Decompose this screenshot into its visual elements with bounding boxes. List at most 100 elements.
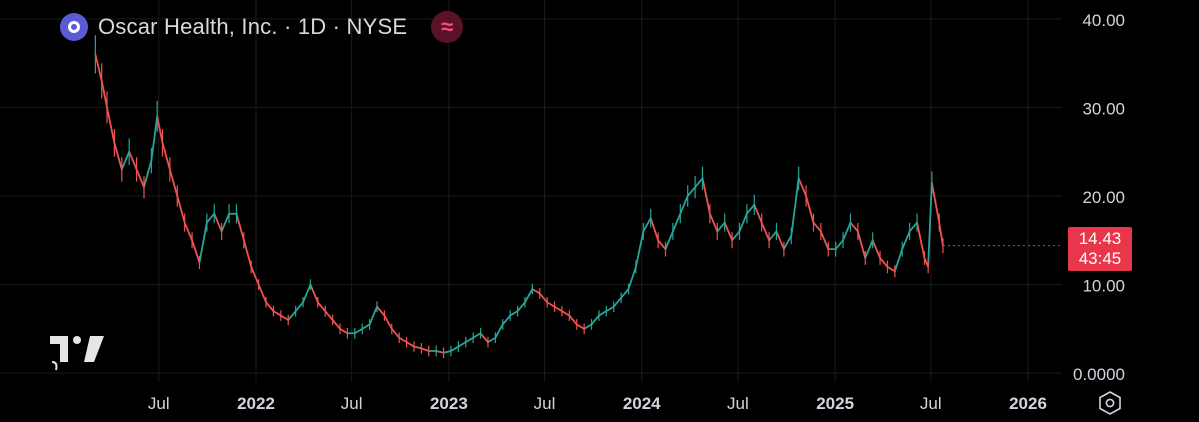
price-segment	[501, 314, 512, 326]
x-tick-label: 2022	[237, 394, 275, 413]
price-segment	[864, 239, 874, 259]
price-segment	[176, 195, 186, 224]
price-segment	[561, 310, 571, 317]
x-tick-label: 2023	[430, 394, 468, 413]
price-segment	[390, 327, 401, 339]
price-segment	[598, 310, 608, 317]
price-segment	[583, 323, 593, 330]
price-segment	[405, 341, 415, 348]
price-segment	[420, 347, 430, 352]
price-segment	[531, 288, 541, 295]
price-segment	[294, 301, 304, 313]
price-segment	[494, 323, 504, 339]
price-segment	[834, 239, 844, 251]
x-tick-label: Jul	[341, 394, 363, 413]
price-segment	[302, 283, 312, 304]
price-segment	[745, 203, 756, 215]
price-segment	[709, 212, 719, 233]
price-segment	[339, 327, 349, 335]
price-segment	[331, 319, 341, 330]
price-segment	[450, 345, 460, 352]
price-segment	[768, 230, 778, 242]
price-segment	[879, 257, 889, 268]
price-segment	[376, 305, 386, 317]
price-segment	[235, 212, 245, 242]
x-tick-label: Jul	[148, 394, 170, 413]
price-segment	[723, 221, 733, 242]
y-tick-label: 40.00	[1082, 11, 1125, 30]
y-tick-label: 30.00	[1082, 99, 1125, 118]
price-segment	[442, 350, 452, 354]
price-segment	[106, 106, 116, 144]
price-segment	[738, 212, 748, 233]
x-tick-label: Jul	[920, 394, 942, 413]
tradingview-logo-icon[interactable]	[46, 332, 110, 381]
chart-header: Oscar Health, Inc. · 1D · NYSE ≈	[60, 11, 464, 43]
price-segment	[183, 221, 193, 242]
price-segment	[287, 310, 297, 321]
price-segment	[242, 239, 253, 268]
price-segment	[731, 230, 741, 242]
price-segment	[753, 203, 763, 224]
price-segment	[612, 296, 623, 308]
price-segment	[143, 159, 153, 189]
price-segment	[156, 115, 164, 144]
price-segment	[908, 221, 918, 233]
price-segment	[657, 239, 667, 251]
oscar-logo-icon	[60, 13, 88, 41]
price-segment	[413, 345, 423, 350]
price-segment	[694, 177, 704, 189]
price-segment	[901, 230, 911, 251]
price-segment	[113, 141, 123, 171]
price-segment	[265, 301, 275, 313]
price-segment	[916, 221, 926, 259]
price-segment	[324, 310, 334, 321]
price-segment	[930, 181, 941, 224]
last-price-tag: 14.43 43:45	[1068, 227, 1132, 271]
x-tick-label: 2025	[816, 394, 854, 413]
price-segment	[479, 332, 489, 344]
price-segment	[812, 221, 822, 233]
price-segment	[150, 115, 159, 162]
price-segment	[546, 301, 556, 308]
price-segment	[257, 283, 267, 304]
symbol-title[interactable]: Oscar Health, Inc. · 1D · NYSE	[98, 14, 408, 39]
price-segment	[191, 239, 201, 264]
settings-icon[interactable]	[1097, 390, 1123, 421]
price-segment	[205, 212, 216, 224]
price-segment	[649, 217, 660, 242]
grid	[0, 0, 1062, 382]
price-segment	[353, 327, 364, 335]
price-segment	[627, 265, 637, 290]
price-segment	[553, 305, 563, 313]
price-segment	[161, 141, 171, 171]
price-segment	[679, 195, 689, 215]
price-segment	[819, 230, 830, 251]
price-segment	[805, 195, 815, 224]
price-segment	[100, 79, 108, 109]
price-segment	[672, 212, 682, 233]
price-segment	[516, 301, 526, 313]
price-segment	[701, 177, 711, 215]
price-segment	[272, 310, 282, 317]
price-segment	[760, 221, 770, 242]
price-series	[94, 35, 1062, 359]
price-segment	[716, 221, 726, 233]
price-segment	[220, 212, 230, 233]
price-segment	[120, 150, 131, 171]
price-segment	[849, 221, 859, 233]
price-segment	[524, 288, 534, 304]
price-segment	[250, 265, 260, 286]
price-segment	[871, 239, 881, 259]
price-segment	[775, 230, 785, 251]
price-segment	[635, 230, 645, 268]
x-tick-label: 2026	[1009, 394, 1047, 413]
price-segment	[568, 314, 578, 326]
price-segment	[938, 221, 944, 247]
price-segment	[620, 288, 630, 299]
bar-countdown: 43:45	[1078, 249, 1122, 268]
price-segment	[893, 248, 904, 273]
price-segment	[686, 186, 697, 197]
approx-indicator-icon[interactable]: ≈	[431, 11, 464, 43]
